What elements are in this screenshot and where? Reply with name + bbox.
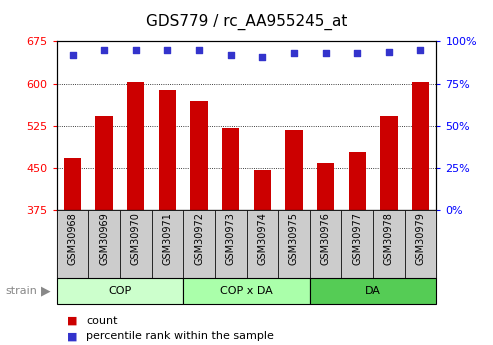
- Text: GSM30974: GSM30974: [257, 213, 267, 265]
- Text: GDS779 / rc_AA955245_at: GDS779 / rc_AA955245_at: [146, 14, 347, 30]
- Bar: [96, 116, 113, 210]
- Text: COP: COP: [108, 286, 132, 296]
- Point: [417, 47, 424, 52]
- Bar: [190, 100, 208, 210]
- Bar: [285, 130, 303, 210]
- Bar: [57, 278, 183, 304]
- Text: DA: DA: [365, 286, 381, 296]
- Text: GSM30978: GSM30978: [384, 213, 394, 265]
- Bar: [152, 210, 183, 278]
- Text: GSM30975: GSM30975: [289, 213, 299, 265]
- Text: ■: ■: [67, 316, 77, 326]
- Bar: [317, 162, 334, 210]
- Bar: [215, 210, 246, 278]
- Bar: [278, 210, 310, 278]
- Bar: [159, 90, 176, 210]
- Point: [132, 47, 140, 52]
- Text: percentile rank within the sample: percentile rank within the sample: [86, 332, 274, 341]
- Bar: [57, 210, 436, 278]
- Text: GSM30969: GSM30969: [99, 213, 109, 265]
- Bar: [341, 210, 373, 278]
- Point: [69, 52, 76, 58]
- Point: [385, 49, 393, 54]
- Text: GSM30979: GSM30979: [416, 213, 425, 265]
- Text: GSM30972: GSM30972: [194, 213, 204, 265]
- Bar: [412, 82, 429, 210]
- Point: [164, 47, 172, 52]
- Text: ■: ■: [67, 332, 77, 341]
- Bar: [310, 278, 436, 304]
- Text: GSM30971: GSM30971: [162, 213, 173, 265]
- Bar: [405, 210, 436, 278]
- Text: GSM30977: GSM30977: [352, 213, 362, 265]
- Point: [353, 50, 361, 56]
- Point: [195, 47, 203, 52]
- Point: [258, 54, 266, 59]
- Bar: [57, 210, 88, 278]
- Text: COP x DA: COP x DA: [220, 286, 273, 296]
- Bar: [127, 82, 144, 210]
- Bar: [246, 210, 278, 278]
- Text: GSM30973: GSM30973: [226, 213, 236, 265]
- Text: count: count: [86, 316, 118, 326]
- Text: ▶: ▶: [40, 284, 50, 297]
- Point: [100, 47, 108, 52]
- Point: [227, 52, 235, 58]
- Text: GSM30968: GSM30968: [68, 213, 77, 265]
- Bar: [120, 210, 152, 278]
- Point: [290, 50, 298, 56]
- Bar: [222, 128, 240, 210]
- Bar: [253, 170, 271, 210]
- Bar: [373, 210, 405, 278]
- Bar: [349, 152, 366, 210]
- Bar: [310, 210, 341, 278]
- Text: GSM30976: GSM30976: [320, 213, 331, 265]
- Bar: [88, 210, 120, 278]
- Bar: [183, 210, 215, 278]
- Bar: [64, 158, 81, 210]
- Point: [321, 50, 329, 56]
- Text: strain: strain: [5, 286, 37, 296]
- Text: GSM30970: GSM30970: [131, 213, 141, 265]
- Bar: [380, 116, 397, 210]
- Bar: [183, 278, 310, 304]
